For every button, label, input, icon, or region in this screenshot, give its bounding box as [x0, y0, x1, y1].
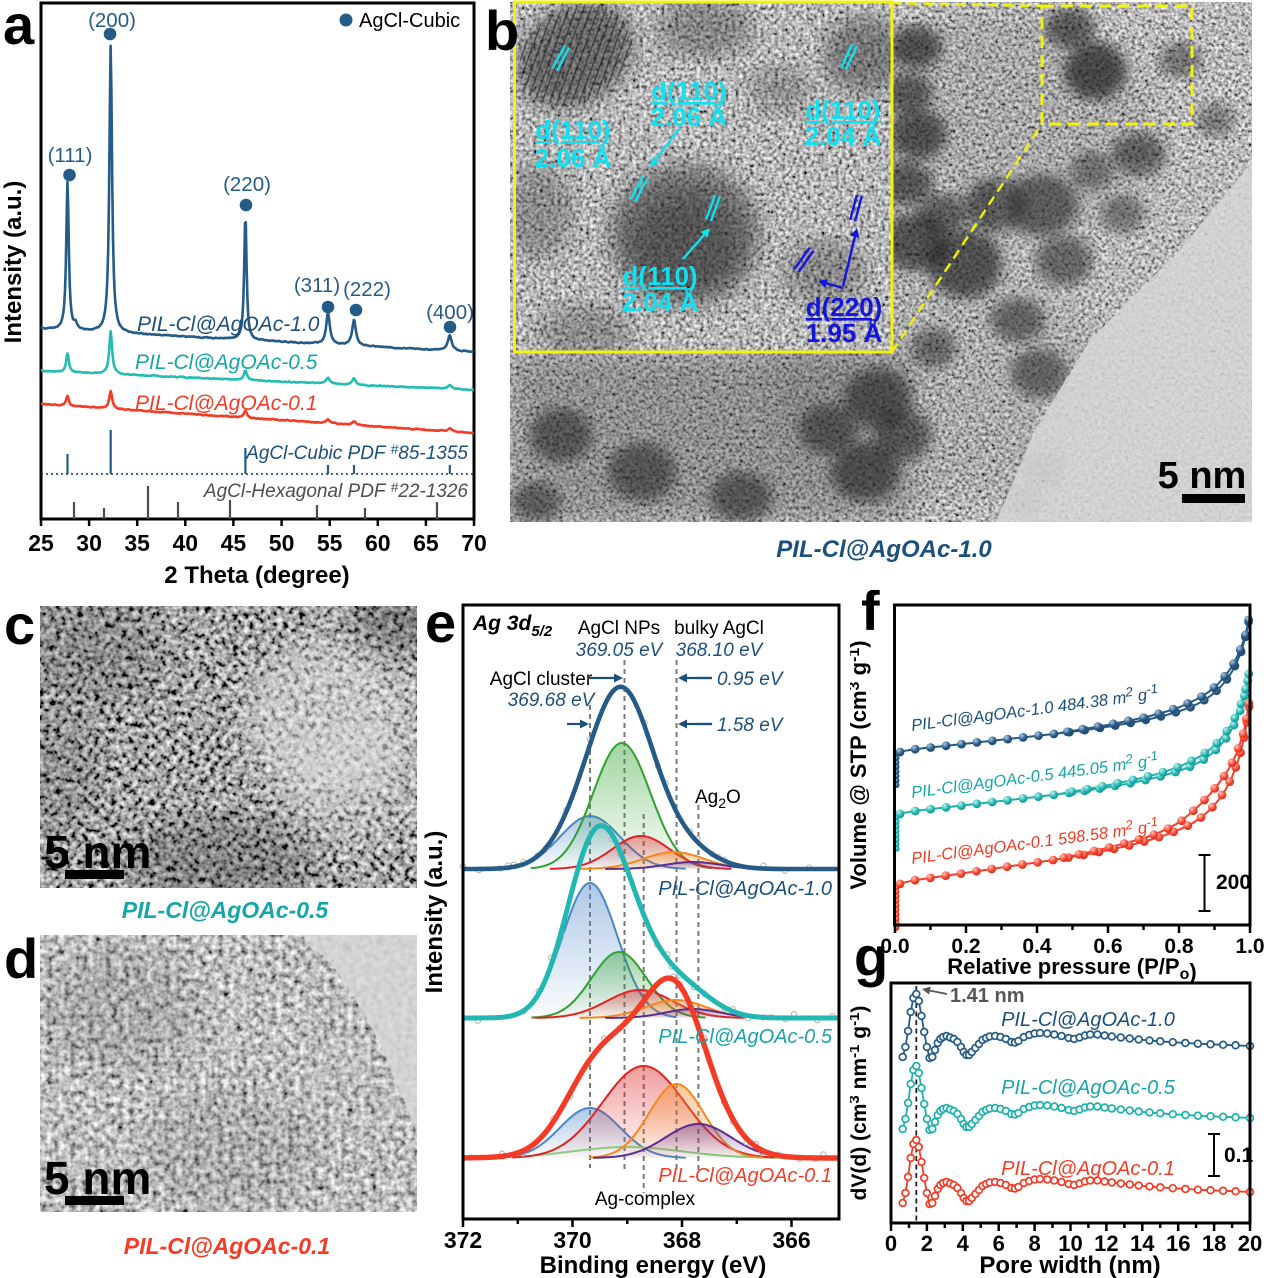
svg-text:PIL-Cl@AgOAc-0.5: PIL-Cl@AgOAc-0.5 [658, 1026, 833, 1048]
svg-text:Intensity (a.u.): Intensity (a.u.) [421, 831, 448, 994]
svg-text:c: c [4, 593, 35, 656]
svg-text:0.4: 0.4 [1022, 935, 1052, 958]
svg-text:65: 65 [413, 530, 439, 556]
svg-text:0.1: 0.1 [1224, 1144, 1254, 1167]
svg-text:2: 2 [921, 1231, 933, 1256]
svg-text:PIL-Cl@AgOAc-0.5: PIL-Cl@AgOAc-0.5 [122, 897, 330, 923]
svg-text:366: 366 [772, 1227, 810, 1253]
svg-text:14: 14 [1130, 1231, 1155, 1256]
svg-text:d(110): d(110) [622, 261, 697, 291]
svg-text:PIL-Cl@AgOAc-0.1: PIL-Cl@AgOAc-0.1 [1001, 1158, 1175, 1180]
svg-text:16: 16 [1166, 1231, 1190, 1256]
svg-text:4: 4 [957, 1231, 970, 1256]
svg-text:369.05 eV: 369.05 eV [576, 640, 665, 661]
svg-text:PIL-Cl@AgOAc-0.1: PIL-Cl@AgOAc-0.1 [658, 1165, 832, 1187]
svg-text:20: 20 [1238, 1231, 1262, 1256]
svg-text:70: 70 [461, 530, 487, 556]
svg-text:g: g [854, 930, 888, 988]
svg-text:b: b [485, 0, 519, 62]
svg-text:(400): (400) [426, 301, 474, 324]
svg-text:2.06 Å: 2.06 Å [651, 102, 728, 132]
svg-text:PIL-Cl@AgOAc-0.5: PIL-Cl@AgOAc-0.5 [135, 351, 318, 374]
svg-text:370: 370 [553, 1227, 591, 1253]
svg-text:d(110): d(110) [535, 115, 610, 145]
svg-text:0.95 eV: 0.95 eV [717, 669, 785, 690]
svg-text:f: f [861, 590, 880, 642]
svg-text:1.0: 1.0 [1235, 935, 1264, 958]
svg-text:PIL-Cl@AgOAc-1.0: PIL-Cl@AgOAc-1.0 [1001, 1009, 1175, 1031]
svg-text:(200): (200) [88, 9, 136, 32]
svg-text:60: 60 [365, 530, 391, 556]
svg-text:PIL-Cl@AgOAc-0.5: PIL-Cl@AgOAc-0.5 [1001, 1077, 1176, 1099]
svg-text:AgCl-Cubic PDF #85-1355: AgCl-Cubic PDF #85-1355 [245, 441, 468, 464]
svg-text:Ag-complex: Ag-complex [595, 1189, 696, 1210]
svg-text:50: 50 [269, 530, 295, 556]
svg-text:PIL-Cl@AgOAc-1.0: PIL-Cl@AgOAc-1.0 [137, 313, 320, 336]
svg-text:0.8: 0.8 [1164, 935, 1194, 958]
svg-text:5 nm: 5 nm [44, 826, 151, 878]
svg-text:(222): (222) [343, 278, 391, 301]
svg-text:30: 30 [76, 530, 102, 556]
svg-text:2 Theta (degree): 2 Theta (degree) [164, 562, 349, 589]
svg-text:e: e [425, 591, 456, 654]
svg-text:372: 372 [444, 1227, 482, 1253]
svg-text:(220): (220) [223, 173, 271, 196]
svg-text:368: 368 [663, 1227, 702, 1253]
svg-text:(111): (111) [48, 144, 93, 167]
svg-text:d(110): d(110) [805, 95, 880, 125]
svg-text:1.95 Å: 1.95 Å [806, 318, 883, 348]
svg-text:2.04 Å: 2.04 Å [622, 287, 699, 317]
svg-text:a: a [3, 0, 35, 56]
svg-text:1.41 nm: 1.41 nm [950, 985, 1024, 1007]
svg-text:1.58 eV: 1.58 eV [717, 715, 785, 736]
svg-text:dV(d) (cm3 nm-1 g-1): dV(d) (cm3 nm-1 g-1) [850, 1006, 871, 1201]
svg-text:10: 10 [1058, 1231, 1082, 1256]
svg-text:PIL-Cl@AgOAc-0.1: PIL-Cl@AgOAc-0.1 [124, 1233, 330, 1259]
svg-text:AgCl cluster: AgCl cluster [490, 669, 593, 690]
svg-text:d: d [4, 927, 38, 990]
svg-text:PIL-Cl@AgOAc-1.0: PIL-Cl@AgOAc-1.0 [658, 878, 832, 900]
svg-text:35: 35 [124, 530, 150, 556]
svg-text:PIL-Cl@AgOAc-0.5 445.05 m2 g-: PIL-Cl@AgOAc-0.5 445.05 m2 g-1 [910, 748, 1160, 802]
svg-text:bulky AgCl: bulky AgCl [674, 618, 764, 639]
svg-text:d(220): d(220) [806, 292, 883, 322]
svg-text:25: 25 [28, 530, 54, 556]
svg-text:18: 18 [1202, 1231, 1226, 1256]
svg-text:AgCl-Cubic: AgCl-Cubic [359, 10, 460, 32]
svg-text:PIL-Cl@AgOAc-1.0: PIL-Cl@AgOAc-1.0 [776, 536, 992, 563]
svg-text:0: 0 [885, 1231, 897, 1256]
svg-text:Volume @ STP (cm3 g-1): Volume @ STP (cm3 g-1) [850, 640, 871, 889]
svg-text:5 nm: 5 nm [1158, 455, 1247, 497]
svg-text:6: 6 [993, 1231, 1005, 1256]
svg-text:0.2: 0.2 [951, 935, 980, 958]
svg-text:200: 200 [1216, 871, 1251, 894]
svg-text:AgCl NPs: AgCl NPs [578, 618, 660, 639]
svg-text:0.0: 0.0 [880, 935, 909, 958]
svg-text:8: 8 [1028, 1231, 1040, 1256]
svg-text:AgCl-Hexagonal PDF #22-1326: AgCl-Hexagonal PDF #22-1326 [203, 479, 469, 502]
svg-text:d(110): d(110) [651, 76, 726, 106]
svg-text:PIL-Cl@AgOAc-0.1: PIL-Cl@AgOAc-0.1 [135, 392, 317, 415]
svg-text:PIL-Cl@AgOAc-1.0 484.38 m2 g-: PIL-Cl@AgOAc-1.0 484.38 m2 g-1 [910, 681, 1160, 735]
svg-text:Pore width (nm): Pore width (nm) [979, 1252, 1160, 1278]
svg-text:45: 45 [221, 530, 247, 556]
svg-text:Ag 3d5/2: Ag 3d5/2 [472, 612, 553, 640]
svg-text:368.10 eV: 368.10 eV [676, 640, 765, 661]
svg-text:5 nm: 5 nm [44, 1152, 151, 1204]
svg-text:Intensity (a.u.): Intensity (a.u.) [0, 181, 27, 344]
svg-text:12: 12 [1094, 1231, 1118, 1256]
svg-text:40: 40 [173, 530, 199, 556]
svg-text:Ag2O: Ag2O [695, 787, 741, 811]
svg-text:2.04 Å: 2.04 Å [805, 121, 882, 151]
svg-text:369.68 eV: 369.68 eV [508, 690, 597, 711]
svg-text:Binding energy (eV): Binding energy (eV) [540, 1252, 767, 1278]
svg-text:55: 55 [317, 530, 343, 556]
svg-text:(311): (311) [294, 274, 340, 297]
svg-text:0.6: 0.6 [1093, 935, 1122, 958]
svg-text:2.06 Å: 2.06 Å [535, 143, 612, 173]
